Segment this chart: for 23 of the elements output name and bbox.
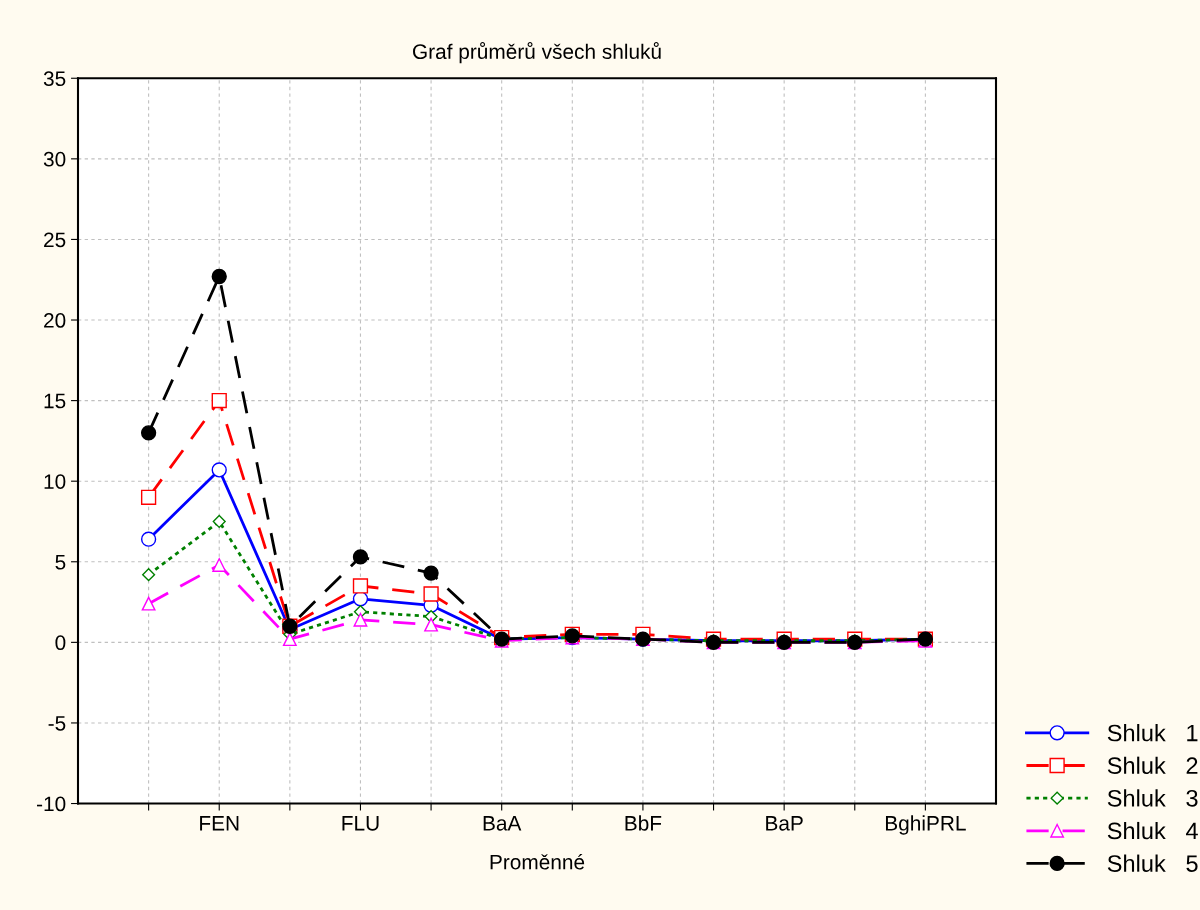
legend-label: Shluk 3 (1107, 789, 1198, 807)
x-tick-label: BbF (625, 815, 662, 831)
legend-label: Shluk 5 (1107, 854, 1198, 872)
x-tick-label: BghiPRL (885, 815, 966, 835)
x-axis-title: Proměnné (490, 853, 585, 870)
x-tick-label: FLU (342, 816, 379, 831)
x-tick-label: BaA (483, 816, 522, 831)
legend-label: Shluk 4 (1107, 821, 1198, 840)
y-tick-label: 0 (55, 635, 66, 651)
y-tick-label: -10 (37, 796, 66, 812)
y-tick-label: -5 (48, 716, 66, 731)
chart-title: Graf průměrů všech shluků (413, 42, 661, 64)
legend-label: Shluk 1 (1107, 724, 1198, 742)
y-tick-label: 20 (44, 313, 66, 328)
y-tick-label: 10 (44, 474, 66, 489)
y-tick-label: 5 (55, 554, 66, 570)
y-tick-label: 30 (43, 151, 66, 167)
y-tick-label: 25 (44, 232, 66, 248)
x-tick-label: BaP (766, 816, 803, 831)
legend-label: Shluk 2 (1107, 756, 1198, 774)
y-tick-label: 35 (43, 71, 66, 87)
y-tick-label: 15 (44, 393, 66, 409)
x-tick-label: FEN (200, 816, 239, 831)
